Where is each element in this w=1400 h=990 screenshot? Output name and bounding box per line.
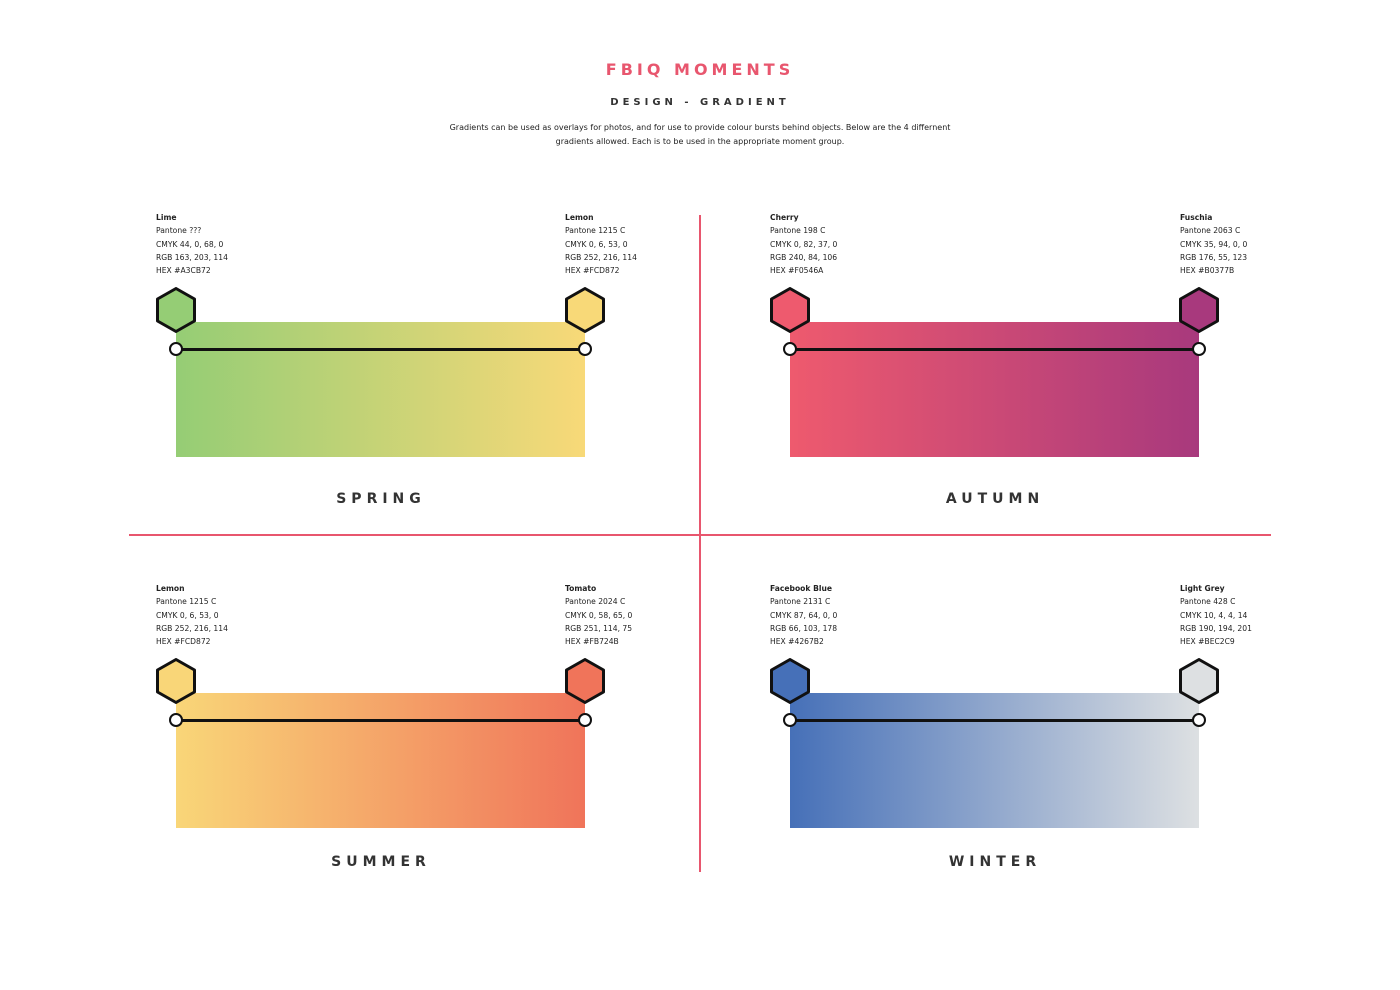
hexagon-swatch-icon bbox=[156, 287, 196, 333]
season-label: WINTER bbox=[948, 854, 1042, 870]
gradient-stop-handle[interactable] bbox=[783, 342, 797, 356]
gradient-bar bbox=[176, 693, 585, 828]
gradient-stop-handle[interactable] bbox=[783, 713, 797, 727]
color-cmyk: CMYK 87, 64, 0, 0 bbox=[770, 610, 838, 620]
hexagon-swatch-icon bbox=[1179, 658, 1219, 704]
color-swatch-right: Tomato Pantone 2024 C CMYK 0, 58, 65, 0 … bbox=[565, 582, 695, 648]
hexagon-swatch-icon bbox=[770, 658, 810, 704]
gradient-stop-handle[interactable] bbox=[169, 713, 183, 727]
color-rgb: RGB 190, 194, 201 bbox=[1180, 623, 1252, 633]
gradient-stop-handle[interactable] bbox=[1192, 342, 1206, 356]
gradient-rail bbox=[790, 719, 1199, 722]
color-name: Facebook Blue bbox=[770, 584, 833, 593]
color-swatch-left: Cherry Pantone 198 C CMYK 0, 82, 37, 0 R… bbox=[770, 211, 900, 277]
gradient-stop-handle[interactable] bbox=[578, 342, 592, 356]
color-name: Lemon bbox=[565, 213, 594, 222]
gradient-bar bbox=[790, 322, 1199, 457]
color-swatch-right: Fuschia Pantone 2063 C CMYK 35, 94, 0, 0… bbox=[1180, 211, 1310, 277]
color-cmyk: CMYK 0, 58, 65, 0 bbox=[565, 610, 633, 620]
season-label: AUTUMN bbox=[945, 491, 1045, 507]
gradient-stop-handle[interactable] bbox=[578, 713, 592, 727]
color-cmyk: CMYK 10, 4, 4, 14 bbox=[1180, 610, 1248, 620]
hexagon-swatch-icon bbox=[1179, 287, 1219, 333]
page-title: FBIQ MOMENTS bbox=[605, 60, 795, 79]
gradient-bar bbox=[790, 693, 1199, 828]
color-hex: HEX #FCD872 bbox=[156, 637, 211, 647]
color-rgb: RGB 176, 55, 123 bbox=[1180, 252, 1248, 262]
gradient-rail bbox=[176, 348, 585, 351]
gradient-bar bbox=[176, 322, 585, 457]
color-pantone: Pantone 2024 C bbox=[565, 597, 626, 607]
color-name: Fuschia bbox=[1180, 213, 1213, 222]
hexagon-swatch-icon bbox=[565, 658, 605, 704]
color-rgb: RGB 252, 216, 114 bbox=[156, 623, 228, 633]
color-name: Light Grey bbox=[1180, 584, 1225, 593]
color-swatch-left: Facebook Blue Pantone 2131 C CMYK 87, 64… bbox=[770, 582, 900, 648]
color-name: Tomato bbox=[565, 584, 597, 593]
color-rgb: RGB 163, 203, 114 bbox=[156, 252, 228, 262]
color-hex: HEX #FCD872 bbox=[565, 266, 620, 276]
color-name: Lime bbox=[156, 213, 177, 222]
season-label: SPRING bbox=[336, 491, 426, 507]
color-pantone: Pantone 198 C bbox=[770, 226, 826, 236]
color-rgb: RGB 251, 114, 75 bbox=[565, 623, 633, 633]
color-pantone: Pantone 2131 C bbox=[770, 597, 831, 607]
color-pantone: Pantone 2063 C bbox=[1180, 226, 1241, 236]
color-swatch-left: Lemon Pantone 1215 C CMYK 0, 6, 53, 0 RG… bbox=[156, 582, 286, 648]
color-swatch-right: Lemon Pantone 1215 C CMYK 0, 6, 53, 0 RG… bbox=[565, 211, 695, 277]
color-swatch-right: Light Grey Pantone 428 C CMYK 10, 4, 4, … bbox=[1180, 582, 1310, 648]
color-rgb: RGB 252, 216, 114 bbox=[565, 252, 637, 262]
hexagon-swatch-icon bbox=[156, 658, 196, 704]
color-pantone: Pantone 1215 C bbox=[156, 597, 217, 607]
horizontal-divider bbox=[129, 534, 1271, 536]
hexagon-swatch-icon bbox=[770, 287, 810, 333]
color-hex: HEX #FB724B bbox=[565, 637, 619, 647]
color-cmyk: CMYK 0, 6, 53, 0 bbox=[565, 239, 628, 249]
color-cmyk: CMYK 0, 6, 53, 0 bbox=[156, 610, 219, 620]
color-name: Cherry bbox=[770, 213, 799, 222]
gradient-stop-handle[interactable] bbox=[1192, 713, 1206, 727]
page-description: Gradients can be used as overlays for ph… bbox=[449, 123, 951, 146]
color-cmyk: CMYK 0, 82, 37, 0 bbox=[770, 239, 838, 249]
vertical-divider bbox=[699, 215, 701, 872]
color-rgb: RGB 240, 84, 106 bbox=[770, 252, 838, 262]
color-hex: HEX #F0546A bbox=[770, 266, 824, 276]
season-label: SUMMER bbox=[331, 854, 431, 870]
color-swatch-left: Lime Pantone ??? CMYK 44, 0, 68, 0 RGB 1… bbox=[156, 211, 286, 277]
color-rgb: RGB 66, 103, 178 bbox=[770, 623, 838, 633]
color-hex: HEX #B0377B bbox=[1180, 266, 1235, 276]
color-hex: HEX #A3CB72 bbox=[156, 266, 211, 276]
gradient-stop-handle[interactable] bbox=[169, 342, 183, 356]
color-cmyk: CMYK 35, 94, 0, 0 bbox=[1180, 239, 1248, 249]
color-pantone: Pantone 1215 C bbox=[565, 226, 626, 236]
color-hex: HEX #BEC2C9 bbox=[1180, 637, 1235, 647]
color-name: Lemon bbox=[156, 584, 185, 593]
gradient-rail bbox=[176, 719, 585, 722]
color-pantone: Pantone ??? bbox=[156, 226, 202, 236]
color-hex: HEX #4267B2 bbox=[770, 637, 824, 647]
color-cmyk: CMYK 44, 0, 68, 0 bbox=[156, 239, 224, 249]
color-pantone: Pantone 428 C bbox=[1180, 597, 1236, 607]
gradient-rail bbox=[790, 348, 1199, 351]
hexagon-swatch-icon bbox=[565, 287, 605, 333]
page-subtitle: DESIGN - GRADIENT bbox=[610, 97, 790, 108]
